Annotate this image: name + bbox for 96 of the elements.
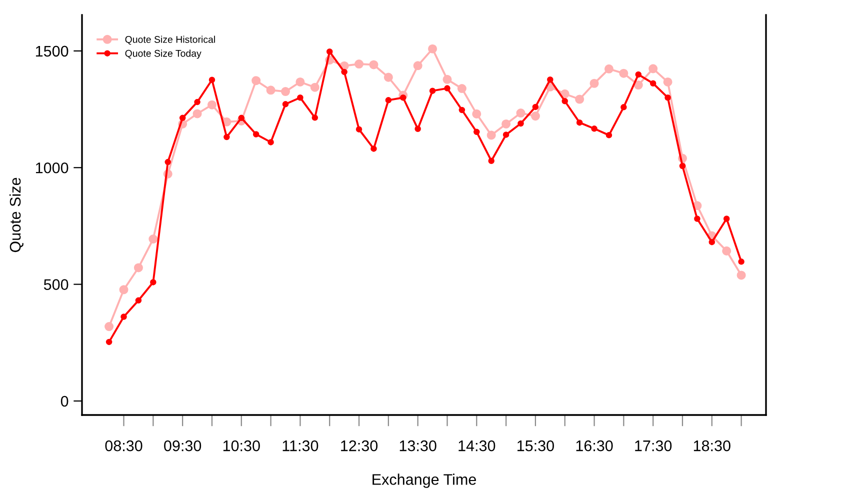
point <box>384 72 393 82</box>
point <box>664 94 671 101</box>
point <box>266 86 276 95</box>
point <box>472 109 482 118</box>
point <box>354 59 364 69</box>
x-tick-label: 16:30 <box>576 440 613 452</box>
point <box>252 131 260 138</box>
point <box>148 234 158 244</box>
point <box>224 134 230 140</box>
y-tick-label: 500 <box>44 279 68 290</box>
point <box>576 119 583 126</box>
point <box>106 338 112 346</box>
point <box>516 108 526 118</box>
point <box>722 246 732 256</box>
point <box>620 104 627 110</box>
point <box>650 80 656 87</box>
point <box>442 74 452 84</box>
point <box>356 126 362 132</box>
point <box>341 68 348 76</box>
point <box>150 279 156 286</box>
point <box>590 78 599 88</box>
point <box>635 71 642 78</box>
y-tick-label: 0 <box>60 396 68 407</box>
point <box>194 98 200 106</box>
point <box>457 84 466 94</box>
point <box>694 216 700 222</box>
point <box>486 130 496 140</box>
x-tick-label: 11:30 <box>282 440 318 452</box>
point <box>648 64 658 74</box>
point <box>444 85 450 92</box>
point <box>104 322 114 332</box>
point <box>208 76 216 84</box>
point <box>591 126 598 132</box>
point <box>192 109 202 118</box>
point <box>385 97 392 104</box>
point <box>400 94 406 101</box>
point <box>280 87 290 96</box>
point <box>429 88 436 94</box>
point <box>119 285 128 294</box>
point <box>634 80 643 90</box>
point <box>708 238 716 246</box>
point <box>619 68 628 78</box>
point <box>606 132 612 138</box>
point <box>164 158 171 166</box>
point <box>532 104 539 110</box>
x-tick-label: 17:30 <box>635 440 672 452</box>
point <box>252 76 261 86</box>
point <box>370 146 377 152</box>
point <box>428 44 438 54</box>
point <box>310 82 320 92</box>
point <box>134 263 143 272</box>
point <box>663 77 672 86</box>
x-tick-label: 18:30 <box>694 440 730 452</box>
y-tick-label: 1000 <box>36 162 68 174</box>
point <box>238 114 245 122</box>
point <box>207 100 216 110</box>
point <box>723 216 730 222</box>
point <box>530 112 540 121</box>
point <box>413 61 422 70</box>
point <box>502 119 511 128</box>
y-axis-title: Quote Size <box>9 178 24 252</box>
y-tick-label: 1500 <box>36 46 68 57</box>
point <box>738 258 744 265</box>
point <box>679 162 686 170</box>
point <box>474 128 480 136</box>
point <box>502 132 510 138</box>
x-axis-title: Exchange Time <box>372 474 476 488</box>
point <box>604 64 614 74</box>
point <box>458 106 466 114</box>
point <box>518 120 524 127</box>
legend-label: Quote Size Historical <box>125 36 215 45</box>
point <box>296 77 305 86</box>
point <box>312 114 318 121</box>
point <box>282 101 289 108</box>
x-tick-label: 12:30 <box>341 440 378 452</box>
point <box>326 48 333 55</box>
point <box>179 114 186 122</box>
legend-label: Quote Size Today <box>125 50 202 59</box>
point <box>414 126 421 132</box>
x-tick-label: 08:30 <box>105 440 142 452</box>
point <box>135 297 142 304</box>
point <box>297 94 304 101</box>
x-tick-label: 13:30 <box>400 440 436 452</box>
x-tick-label: 14:30 <box>458 440 496 452</box>
point <box>369 60 378 70</box>
x-tick-label: 09:30 <box>164 440 202 452</box>
point <box>488 158 494 164</box>
x-tick-label: 15:30 <box>518 440 554 452</box>
point <box>575 94 584 104</box>
point <box>562 98 568 104</box>
point <box>547 76 554 83</box>
point <box>560 89 570 98</box>
point <box>120 314 127 320</box>
point <box>268 139 274 146</box>
point <box>736 270 746 280</box>
x-tick-label: 10:30 <box>223 440 260 452</box>
